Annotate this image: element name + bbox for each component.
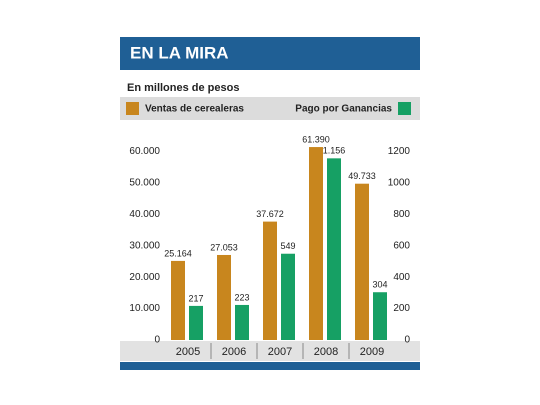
legend-swatch [398,102,411,115]
x-tick-label: 2006 [222,346,246,358]
value-label: 1.156 [323,146,346,156]
x-tick-label: 2008 [314,346,338,358]
bar [281,253,295,340]
bar [263,221,277,340]
y2-tick-label: 600 [393,240,410,251]
y-tick-label: 60.000 [129,146,160,157]
bar [189,305,203,340]
bar [217,254,231,340]
y-tick-label: 20.000 [129,272,160,283]
value-label: 304 [372,280,387,290]
y2-tick-label: 200 [393,303,410,314]
x-axis-band [120,341,420,361]
x-tick-label: 2007 [268,346,292,358]
bar [327,158,341,340]
legend-label: Ventas de cerealeras [145,104,244,115]
chart-title: EN LA MIRA [130,43,229,62]
y2-tick-label: 400 [393,272,410,283]
x-tick-label: 2009 [360,346,384,358]
y2-tick-label: 0 [404,335,410,346]
legend-swatch [126,102,139,115]
bar [373,292,387,340]
legend-label: Pago por Ganancias [295,104,392,115]
bar [309,147,323,340]
y-tick-label: 40.000 [129,209,160,220]
value-label: 61.390 [302,134,330,144]
chart-subtitle: En millones de pesos [127,82,239,94]
bar [235,304,249,340]
value-label: 27.053 [210,242,238,252]
value-label: 37.672 [256,209,284,219]
bar [355,183,369,340]
value-label: 25.164 [164,248,192,258]
y-tick-label: 50.000 [129,177,160,188]
y2-tick-label: 800 [393,209,410,220]
y2-tick-label: 1000 [388,177,411,188]
y-tick-label: 30.000 [129,240,160,251]
value-label: 49.733 [348,171,376,181]
value-label: 223 [234,292,249,302]
y-tick-label: 10.000 [129,303,160,314]
y2-tick-label: 1200 [388,146,411,157]
bar [171,260,185,340]
x-tick-label: 2005 [176,346,200,358]
legend-band [120,97,420,120]
value-label: 217 [188,293,203,303]
footer-band [120,362,420,370]
header-band [120,37,420,70]
y-tick-label: 0 [154,335,160,346]
value-label: 549 [280,241,295,251]
